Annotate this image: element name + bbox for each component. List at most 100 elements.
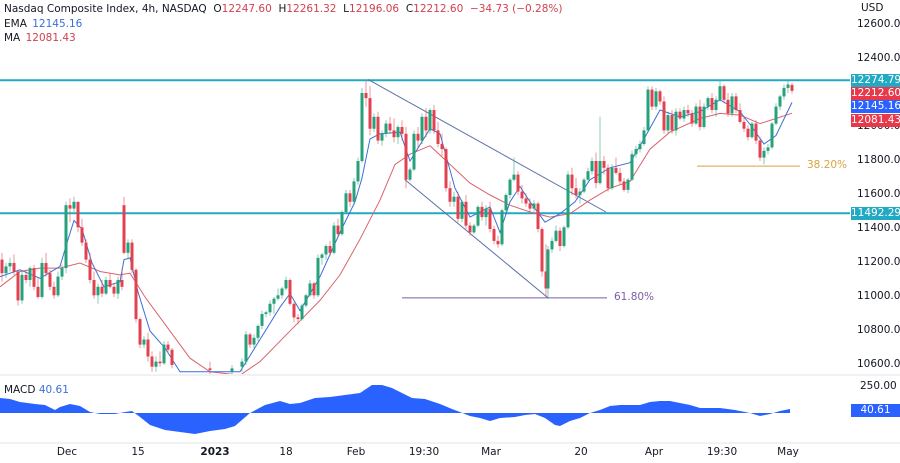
candle-body [626, 179, 630, 190]
candle-body [674, 111, 678, 131]
candle-body [76, 201, 80, 228]
price-tag: 12081.43 [851, 114, 900, 127]
candle-body [476, 206, 480, 226]
candle-body [488, 208, 492, 229]
time-tick: 15 [131, 446, 145, 458]
candle-body [80, 227, 84, 243]
time-tick: 2023 [200, 446, 230, 458]
candle-body [574, 188, 578, 195]
candle-body [726, 99, 730, 114]
candle-body [332, 225, 336, 253]
candle-body [424, 116, 428, 131]
candle-body [162, 344, 166, 364]
candle-body [650, 89, 654, 107]
candle-body [770, 123, 774, 148]
candle-body [292, 303, 296, 318]
candle-body [64, 205, 68, 269]
candle-body [790, 84, 794, 91]
currency-label: USD [861, 2, 884, 14]
price-tick: 10600.00 [857, 358, 900, 370]
candle-body [376, 116, 380, 141]
candle-body [774, 106, 778, 124]
candle-body [710, 98, 714, 110]
candle-body [166, 344, 170, 350]
candle-body [272, 298, 276, 304]
candle-body [638, 144, 642, 150]
candle-body [766, 147, 770, 151]
candle-body [280, 288, 284, 296]
candle-body [594, 161, 598, 184]
price-tick: 11000.00 [857, 290, 900, 302]
candle-body [452, 196, 456, 202]
price-tick: 12600.00 [857, 18, 900, 30]
candle-body [746, 128, 750, 138]
candle-body [324, 246, 328, 255]
candle-body [468, 225, 472, 233]
candle-body [762, 150, 766, 158]
candle-body [528, 203, 532, 209]
candle-body [484, 208, 488, 218]
macd-value-tag: 40.61 [851, 404, 900, 417]
ema-row[interactable]: EMA 12145.16 [4, 17, 563, 32]
high-label: H [278, 3, 287, 15]
open-value: 12247.60 [221, 3, 272, 15]
low-value: 12196.06 [349, 3, 400, 15]
candle-body [108, 280, 112, 287]
ma-label: MA [4, 32, 21, 44]
ohlc-row: Nasdaq Composite Index, 4h, NASDAQ O1224… [4, 2, 563, 17]
candle-body [130, 242, 134, 270]
candle-body [456, 196, 460, 219]
candle-body [100, 286, 104, 294]
candle-body [714, 99, 718, 110]
candle-body [546, 249, 550, 289]
macd-area [0, 385, 790, 434]
candle-body [380, 133, 384, 141]
candle-body [520, 191, 524, 199]
candle-body [138, 319, 142, 345]
price-tag: 12145.16 [851, 100, 900, 113]
candle-body [36, 286, 40, 297]
candle-body [694, 106, 698, 124]
candle-body [316, 257, 320, 296]
time-tick: Feb [346, 446, 366, 458]
candle-body [432, 110, 436, 131]
candle-body [544, 271, 548, 289]
candle-body [706, 98, 710, 107]
ema-value: 12145.16 [32, 17, 83, 30]
candle-body [340, 212, 344, 235]
price-tag: 12274.79 [851, 74, 900, 87]
candle-body [670, 115, 674, 131]
candle-body [40, 263, 44, 297]
candle-body [300, 305, 304, 320]
candle-body [416, 133, 420, 141]
candle-body [28, 268, 32, 280]
ma-row[interactable]: MA 12081.43 [4, 31, 563, 46]
candle-body [264, 312, 268, 314]
macd-axis-tick: 250.00 [860, 380, 897, 392]
candle-body [60, 268, 64, 277]
candle-body [72, 201, 76, 209]
candle-body [634, 149, 638, 155]
candle-body [388, 123, 392, 131]
candle-body [464, 201, 468, 226]
candle-body [662, 101, 666, 131]
candle-body [364, 93, 368, 99]
price-pane[interactable] [0, 78, 850, 375]
symbol-title[interactable]: Nasdaq Composite Index, 4h, NASDAQ [4, 3, 207, 15]
candle-body [16, 271, 20, 301]
candle-body [646, 89, 650, 131]
candle-body [550, 240, 554, 250]
candle-body [590, 161, 594, 172]
candle-body [618, 172, 622, 182]
candle-body [554, 230, 558, 241]
macd-legend[interactable]: MACD 40.61 [4, 384, 69, 396]
candle-body [230, 368, 234, 372]
candle-body [536, 203, 540, 229]
candle-body [654, 91, 658, 107]
macd-pane[interactable] [0, 385, 790, 434]
time-tick: 19:30 [706, 446, 738, 458]
price-tick: 10800.00 [857, 324, 900, 336]
candle-body [92, 280, 96, 296]
